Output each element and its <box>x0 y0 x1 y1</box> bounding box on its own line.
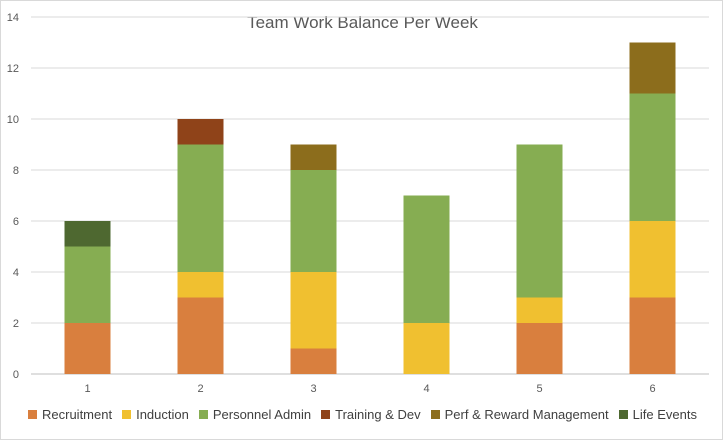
legend-item: Personnel Admin <box>198 407 312 422</box>
y-tick-label: 4 <box>13 267 19 279</box>
y-tick-label: 12 <box>7 63 19 75</box>
bar-segment <box>290 348 337 374</box>
bar-segment <box>629 221 676 298</box>
legend-swatch <box>321 410 331 419</box>
bar-segment <box>290 144 337 170</box>
legend-label: Life Events <box>632 407 697 422</box>
bar-segment <box>403 195 450 323</box>
bar-segment <box>629 42 676 94</box>
x-tick-label: 3 <box>310 383 316 395</box>
y-tick-label: 14 <box>7 12 19 24</box>
bar-segment <box>290 272 337 349</box>
x-tick-label: 5 <box>536 383 542 395</box>
legend-swatch <box>618 410 628 419</box>
legend-swatch <box>430 410 440 419</box>
x-tick-label: 4 <box>423 383 429 395</box>
legend-item: Induction <box>122 407 189 422</box>
legend-item: Training & Dev <box>321 407 421 422</box>
bar-segment <box>290 170 337 272</box>
bar-segment <box>629 297 676 374</box>
bar-segment <box>177 297 224 374</box>
legend-label: Induction <box>136 407 189 422</box>
x-tick-label: 2 <box>197 383 203 395</box>
bar-segment <box>64 323 111 374</box>
bar-segment <box>629 93 676 221</box>
y-tick-label: 6 <box>13 216 19 228</box>
bar-segment <box>177 144 224 272</box>
legend-item: Recruitment <box>28 407 112 422</box>
y-tick-label: 2 <box>13 318 19 330</box>
legend-swatch <box>198 410 208 419</box>
legend-label: Recruitment <box>42 407 113 422</box>
y-tick-label: 0 <box>13 369 19 381</box>
bar-segment <box>403 323 450 374</box>
legend-swatch <box>122 410 132 419</box>
bar-segment <box>516 144 563 298</box>
bar-segment <box>64 221 111 247</box>
bar-segment <box>64 246 111 323</box>
legend-label: Personnel Admin <box>212 407 312 422</box>
bar-segment <box>516 297 563 323</box>
legend-label: Training & Dev <box>335 407 421 422</box>
legend-swatch <box>28 410 37 419</box>
legend-item: Perf & Reward Management <box>430 407 609 422</box>
legend-label: Perf & Reward Management <box>444 407 609 422</box>
chart-title: Team Work Balance Per Week <box>247 13 478 32</box>
y-tick-label: 8 <box>13 165 19 177</box>
chart-legend: Recruitment Induction Personnel Admin Train… <box>1 407 723 422</box>
y-tick-label: 10 <box>7 114 19 126</box>
bar-segment <box>516 323 563 374</box>
legend-item: Life Events <box>618 407 697 422</box>
bar-segment <box>177 119 224 145</box>
bar-segment <box>177 272 224 298</box>
x-tick-label: 6 <box>649 383 655 395</box>
x-tick-label: 1 <box>84 383 90 395</box>
